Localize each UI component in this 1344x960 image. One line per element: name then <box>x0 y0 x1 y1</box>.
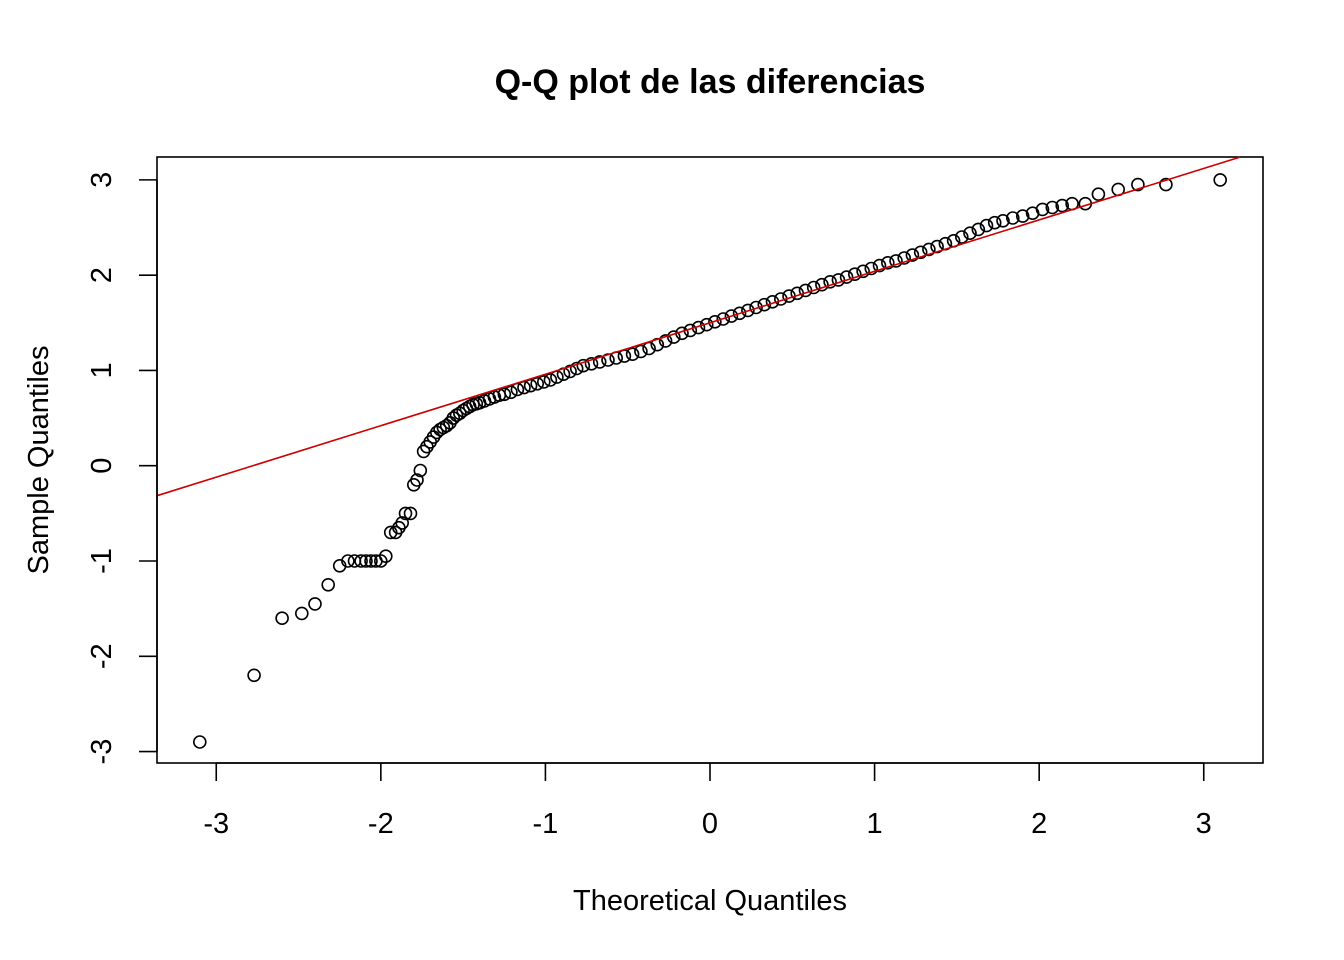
data-point <box>963 226 977 240</box>
data-point <box>625 347 640 362</box>
data-point <box>395 516 410 530</box>
data-point <box>823 274 837 289</box>
data-point <box>889 254 903 268</box>
data-point <box>354 554 368 568</box>
data-point <box>864 261 879 276</box>
data-point <box>634 344 648 359</box>
data-point <box>410 473 424 487</box>
data-point <box>658 334 673 348</box>
data-point <box>1213 173 1227 187</box>
data-point <box>413 463 428 478</box>
data-point <box>880 255 895 270</box>
x-tick-label: 0 <box>702 808 718 840</box>
data-point <box>592 355 607 369</box>
data-point <box>749 300 763 315</box>
data-point <box>716 312 731 326</box>
plot-frame <box>156 156 1264 764</box>
data-point <box>732 306 747 321</box>
data-point <box>543 373 558 387</box>
data-point <box>364 554 378 568</box>
data-point <box>373 554 388 568</box>
data-point <box>1131 177 1145 192</box>
x-tick-label: -3 <box>203 808 229 840</box>
data-point <box>497 387 512 402</box>
data-point <box>530 376 545 391</box>
data-point <box>504 385 518 400</box>
y-tick-label: -3 <box>86 739 118 765</box>
data-point <box>979 218 994 233</box>
y-axis-label: Sample Quantiles <box>23 346 55 575</box>
data-point <box>1015 209 1030 223</box>
y-tick-label: 3 <box>86 172 118 188</box>
y-tick-label: -1 <box>86 548 118 574</box>
data-point <box>1035 202 1050 217</box>
data-point <box>569 361 584 376</box>
data-point <box>294 606 309 621</box>
data-point <box>247 668 261 683</box>
data-point <box>724 309 739 323</box>
x-tick-label: 1 <box>867 808 883 840</box>
y-tick-label: 2 <box>86 267 118 283</box>
data-point <box>806 280 821 295</box>
data-point <box>321 577 336 592</box>
data-point <box>996 214 1010 228</box>
data-point <box>815 277 829 292</box>
data-point <box>897 251 912 265</box>
data-point <box>617 349 632 363</box>
points-layer <box>193 173 1227 749</box>
y-tick-label: 1 <box>86 362 118 378</box>
data-point <box>584 356 599 371</box>
data-point <box>1091 187 1106 201</box>
data-point <box>193 735 207 749</box>
reference-line <box>156 156 1241 497</box>
data-point <box>954 230 969 244</box>
data-point <box>1055 198 1069 213</box>
data-point <box>666 330 681 344</box>
data-point <box>308 597 322 611</box>
y-tick-label: -2 <box>86 643 118 669</box>
data-point <box>341 554 355 568</box>
data-point <box>913 245 928 260</box>
data-point <box>699 317 714 332</box>
data-point <box>831 273 846 287</box>
chart-title: Q-Q plot de las diferencias <box>495 63 926 101</box>
data-point <box>987 215 1002 230</box>
data-point <box>1045 200 1060 215</box>
x-axis-label: Theoretical Quantiles <box>573 885 847 917</box>
data-point <box>383 525 398 540</box>
y-axis: -3 -2 -1 0 1 2 3 <box>86 172 158 765</box>
x-axis: -3 -2 -1 0 1 2 3 <box>203 762 1212 840</box>
data-point <box>847 267 862 282</box>
data-point <box>839 270 854 284</box>
x-tick-label: 3 <box>1196 808 1212 840</box>
plot-area <box>156 156 1264 764</box>
x-tick-label: -2 <box>368 808 394 840</box>
data-point <box>856 264 870 279</box>
data-point <box>456 403 470 418</box>
data-point <box>872 258 887 273</box>
data-point <box>708 314 722 329</box>
data-point <box>359 554 373 568</box>
data-point <box>378 549 393 564</box>
data-point <box>563 364 577 379</box>
data-point <box>971 222 986 237</box>
data-point <box>1159 177 1173 192</box>
data-point <box>275 611 289 626</box>
data-point <box>576 358 591 373</box>
x-tick-label: -1 <box>533 808 559 840</box>
data-point <box>741 303 755 318</box>
data-point <box>403 506 418 521</box>
x-tick-label: 2 <box>1031 808 1047 840</box>
data-point <box>398 506 413 521</box>
data-point <box>905 248 920 262</box>
data-point <box>1005 211 1020 225</box>
y-tick-label: 0 <box>86 458 118 474</box>
data-point <box>536 375 551 389</box>
data-point <box>922 242 936 257</box>
